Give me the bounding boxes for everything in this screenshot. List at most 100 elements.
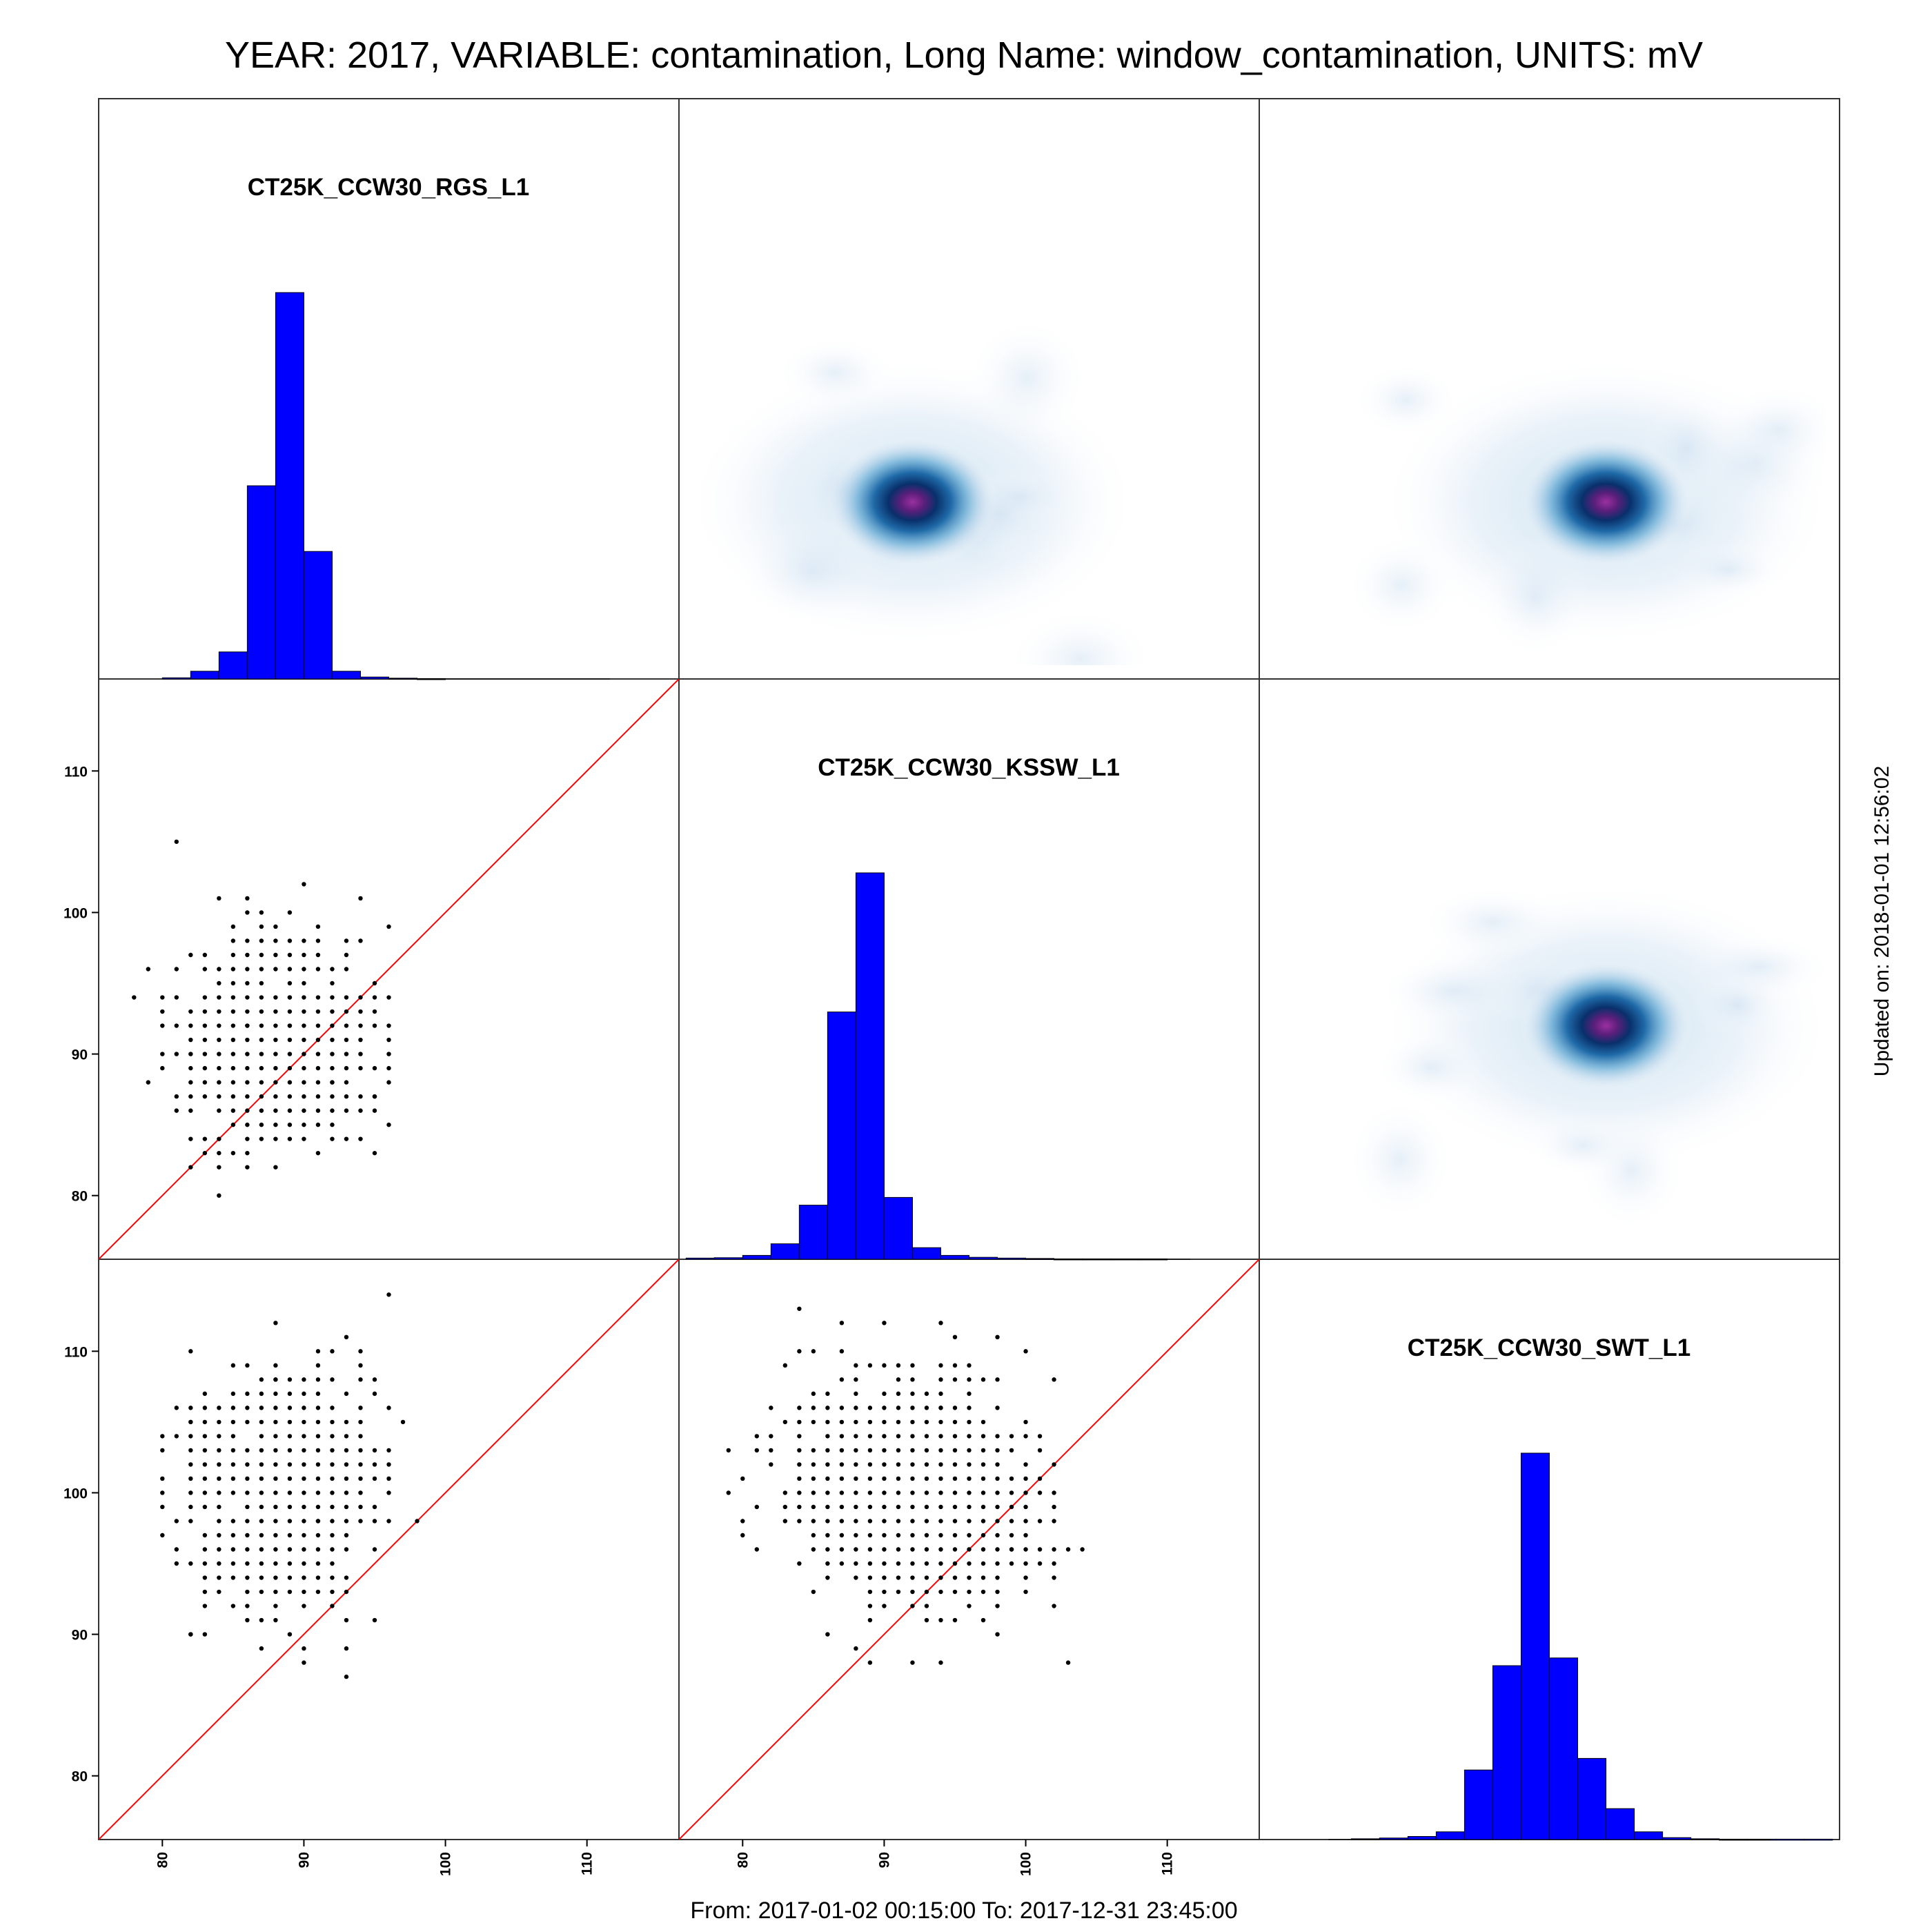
density-panel-2 [1346,880,1826,1231]
scatter-point [202,1150,208,1156]
scatter-point [302,1504,306,1510]
scatter-point [995,1490,1000,1495]
scatter-point [797,1490,802,1495]
scatter-point [315,967,321,972]
scatter-point [302,1490,306,1495]
scatter-point [217,1108,221,1113]
scatter-point [896,1434,901,1439]
scatter-point [924,1575,929,1580]
scatter-point [386,1406,391,1410]
scatter-point [202,1434,208,1439]
y-tick-label: 100 [63,905,88,921]
scatter-point [217,1448,221,1453]
scatter-point [839,1377,845,1382]
scatter-point [230,1532,236,1538]
scatter-point [315,1023,321,1028]
scatter-point [882,1419,887,1425]
scatter-point [315,924,321,929]
scatter-point [174,1052,179,1056]
scatter-point [995,1519,1000,1524]
density-panel-1 [1346,357,1826,659]
scatter-point [967,1589,972,1595]
scatter-point [273,1462,278,1467]
histogram-bar [855,872,885,1260]
scatter-point [358,1476,363,1481]
scatter-point [995,1575,1000,1580]
scatter-point [854,1504,858,1510]
scatter-point [273,1052,278,1056]
scatter-point [358,1037,363,1043]
scatter-point [980,1532,986,1538]
scatter-point [230,938,236,943]
scatter-point [330,1476,335,1481]
scatter-point [217,1037,221,1043]
scatter-point [924,1391,929,1397]
scatter-point [259,1589,264,1595]
scatter-point [1080,1547,1085,1552]
scatter-point [344,1391,349,1397]
scatter-point [287,1080,293,1085]
scatter-point [995,1547,1000,1552]
scatter-point [259,1617,264,1623]
scatter-point [967,1434,972,1439]
x-tick-label: 110 [580,1852,595,1875]
scatter-point [386,1292,391,1297]
scatter-point [230,1094,236,1099]
scatter-point [797,1448,802,1453]
scatter-point [160,1023,165,1028]
scatter-point [854,1448,858,1453]
scatter-point [174,1108,179,1113]
scatter-point [174,1519,179,1524]
histogram-bar [1606,1808,1635,1840]
scatter-point [330,980,335,986]
density-blob [1684,934,1826,1000]
scatter-point [245,1519,250,1524]
histogram-bar [1492,1665,1521,1840]
scatter-point [924,1419,929,1425]
histogram-bar [190,671,219,680]
scatter-point [811,1419,816,1425]
scatter-point [797,1476,802,1481]
scatter-point [386,1065,391,1071]
density-blob [965,316,1090,440]
scatter-point [882,1561,887,1566]
scatter-point [202,1136,208,1141]
scatter-point [995,1476,1000,1481]
scatter-point [344,1023,349,1028]
scatter-point [952,1462,958,1467]
scatter-point [287,1561,293,1566]
scatter-point [938,1575,943,1580]
scatter-point [202,1547,208,1552]
scatter-point [358,1504,363,1510]
scatter-point [202,1023,208,1028]
scatter-point [358,1108,363,1113]
scatter-point [330,1136,335,1141]
scatter-point [372,1009,377,1014]
scatter-point [230,1490,236,1495]
scatter-point [245,1023,250,1028]
scatter-point [867,1462,873,1467]
scatter-point [854,1406,858,1410]
scatter-point [188,1065,193,1071]
scatter-point [259,1519,264,1524]
scatter-point [797,1434,802,1439]
scatter-point [896,1561,901,1566]
scatter-point [882,1532,887,1538]
scatter-point [230,995,236,1000]
scatter-point [330,1349,335,1354]
scatter-point [287,1476,293,1481]
scatter-point [330,1462,335,1467]
histogram-bar [685,1257,715,1260]
scatter-point [174,1561,179,1566]
scatter-point [188,1406,193,1410]
scatter-point [217,967,221,972]
scatter-point [315,1547,321,1552]
scatter-point [825,1448,830,1453]
scatter-point [302,1406,306,1410]
scatter-point [287,1406,293,1410]
scatter-point [854,1490,858,1495]
scatter-point [174,1434,179,1439]
scatter-point [839,1434,845,1439]
scatter-point [230,1023,236,1028]
scatter-point [896,1532,901,1538]
